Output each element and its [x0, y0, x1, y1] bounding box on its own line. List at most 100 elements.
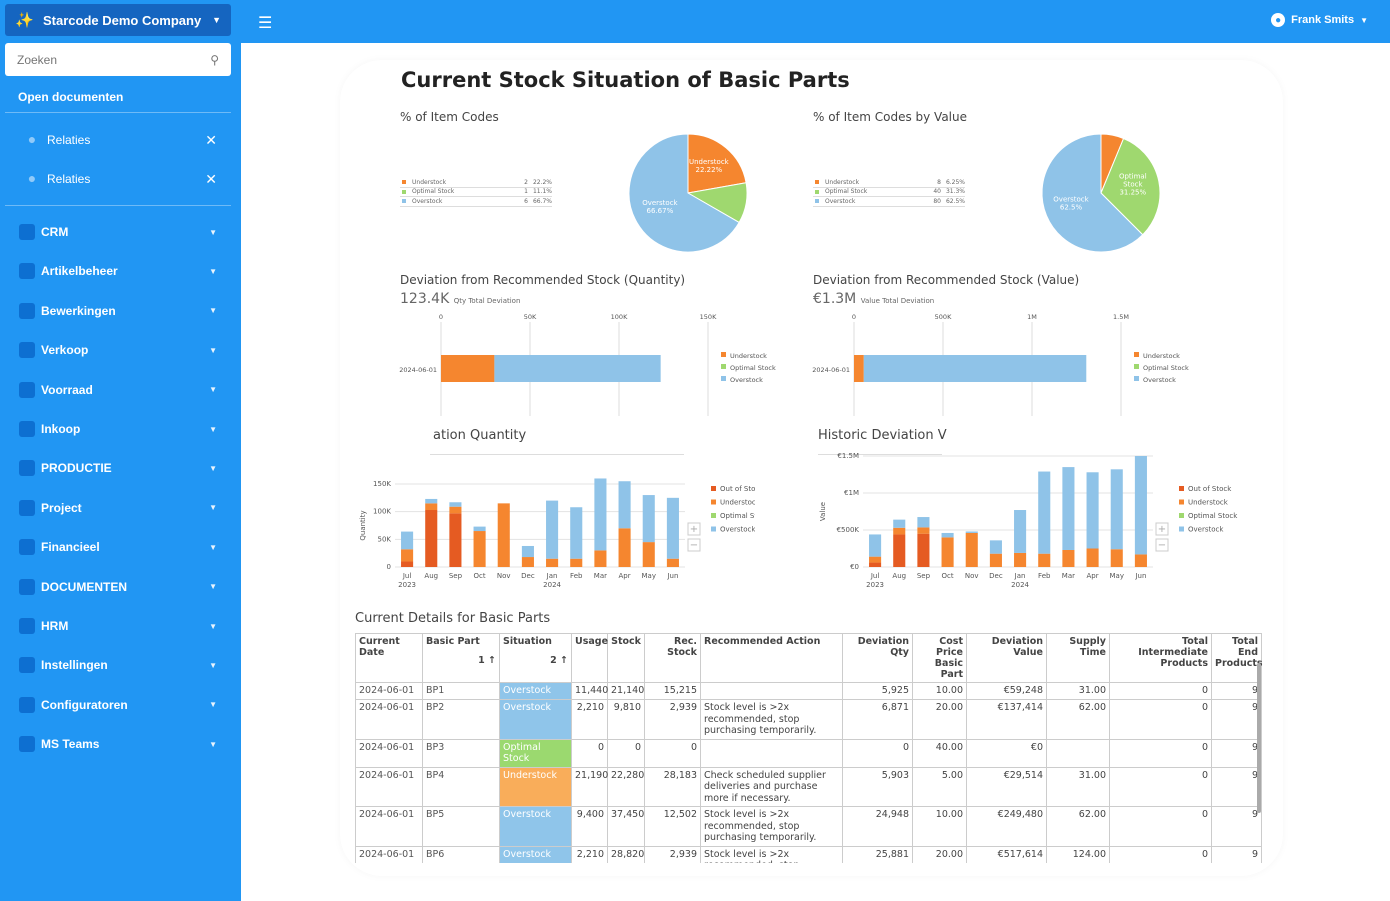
zoom-in-button[interactable]: [687, 522, 701, 536]
bar-out-of-stock[interactable]: [869, 562, 882, 567]
column-header[interactable]: Total Intermediate Products: [1109, 633, 1212, 683]
table-row[interactable]: 2024-06-01 BP5 Overstock 9,400 37,450 12,502 S…: [355, 806, 1262, 847]
bar-understock[interactable]: [473, 531, 486, 567]
bar-understock[interactable]: [965, 532, 978, 567]
bar-understock[interactable]: [1062, 549, 1075, 567]
open-doc-relaties-2[interactable]: ● Relaties ✕: [5, 161, 231, 197]
bar-understock[interactable]: [989, 553, 1002, 567]
bar-overstock[interactable]: [618, 481, 631, 529]
bar-overstock[interactable]: [869, 534, 882, 557]
bar-understock[interactable]: [594, 550, 607, 567]
nav-item-1[interactable]: Artikelbeheer ▼: [5, 254, 231, 288]
zoom-out-button[interactable]: [1155, 538, 1169, 552]
company-switcher[interactable]: ✨ Starcode Demo Company ▼: [5, 4, 231, 36]
bar-out-of-stock[interactable]: [917, 533, 930, 567]
bar-overstock[interactable]: [401, 531, 414, 550]
nav-item-5[interactable]: Inkoop ▼: [5, 412, 231, 446]
table-row[interactable]: 2024-06-01 BP4 Understock 21,190 22,280 28,18…: [355, 766, 1262, 807]
nav-item-12[interactable]: Configuratoren ▼: [5, 688, 231, 722]
column-header[interactable]: Usage: [571, 633, 608, 683]
bar-understock[interactable]: [1014, 552, 1027, 567]
bar-overstock[interactable]: [594, 478, 607, 551]
bar-overstock[interactable]: [1086, 472, 1099, 549]
column-header[interactable]: Supply Time: [1046, 633, 1110, 683]
nav-item-2[interactable]: Bewerkingen ▼: [5, 294, 231, 328]
bar-understock[interactable]: [917, 527, 930, 534]
pie-slice-overstock[interactable]: [628, 133, 740, 253]
nav-item-9[interactable]: DOCUMENTEN ▼: [5, 570, 231, 604]
column-header[interactable]: Deviation Qty: [842, 633, 913, 683]
bar-understock[interactable]: [441, 355, 495, 382]
bar-overstock[interactable]: [1038, 471, 1051, 554]
column-header[interactable]: Current Date: [355, 633, 423, 683]
column-header[interactable]: Recommended Action: [700, 633, 843, 683]
open-doc-relaties-1[interactable]: ● Relaties ✕: [5, 122, 231, 158]
bar-understock[interactable]: [666, 558, 679, 567]
bar-overstock[interactable]: [546, 500, 559, 559]
bar-overstock[interactable]: [425, 498, 438, 504]
column-header[interactable]: Deviation Value: [966, 633, 1047, 683]
bar-overstock[interactable]: [1110, 469, 1123, 550]
bar-overstock[interactable]: [1014, 510, 1027, 553]
bar-overstock[interactable]: [965, 531, 978, 533]
bar-understock[interactable]: [570, 558, 583, 567]
bar-understock[interactable]: [1134, 554, 1147, 567]
open-documents-link[interactable]: Open documenten: [18, 90, 124, 104]
bar-out-of-stock[interactable]: [425, 510, 438, 567]
bar-understock[interactable]: [941, 537, 954, 567]
bar-understock[interactable]: [854, 355, 864, 382]
column-header[interactable]: Situation 2 ↑: [499, 633, 572, 683]
user-menu[interactable]: ● Frank Smits ▼: [1271, 13, 1368, 27]
bar-understock[interactable]: [1086, 548, 1099, 568]
bar-out-of-stock[interactable]: [449, 513, 462, 567]
nav-item-11[interactable]: Instellingen ▼: [5, 648, 231, 682]
table-row[interactable]: 2024-06-01 BP1 Overstock 11,440 21,140 15,215…: [355, 682, 1262, 700]
pie-slice-understock[interactable]: [687, 133, 747, 194]
nav-item-13[interactable]: MS Teams ▼: [5, 727, 231, 761]
bar-overstock[interactable]: [863, 355, 1087, 382]
zoom-in-button[interactable]: [1155, 522, 1169, 536]
nav-item-0[interactable]: CRM ▼: [5, 215, 231, 249]
nav-item-10[interactable]: HRM ▼: [5, 609, 231, 643]
close-icon[interactable]: ✕: [205, 170, 217, 187]
table-row[interactable]: 2024-06-01 BP6 Overstock 2,210 28,820 2,939 St…: [355, 845, 1262, 863]
zoom-out-button[interactable]: [687, 538, 701, 552]
bar-out-of-stock[interactable]: [893, 534, 906, 567]
search-icon[interactable]: ⚲: [210, 52, 219, 67]
column-header[interactable]: Stock: [607, 633, 645, 683]
bar-understock[interactable]: [497, 503, 510, 567]
pie-slice-optimal-stock[interactable]: [1100, 137, 1161, 236]
bar-understock[interactable]: [521, 557, 534, 567]
bar-understock[interactable]: [893, 527, 906, 535]
bar-overstock[interactable]: [473, 526, 486, 532]
bar-overstock[interactable]: [893, 519, 906, 528]
table-row[interactable]: 2024-06-01 BP2 Overstock 2,210 9,810 2,939 Sto…: [355, 699, 1262, 740]
bar-understock[interactable]: [546, 558, 559, 567]
column-header[interactable]: Cost Price Basic Part: [912, 633, 967, 683]
column-header[interactable]: Basic Part 1 ↑: [422, 633, 500, 683]
bar-overstock[interactable]: [449, 502, 462, 507]
bar-understock[interactable]: [1038, 553, 1051, 567]
bar-overstock[interactable]: [642, 495, 655, 543]
bar-overstock[interactable]: [521, 545, 534, 558]
bar-understock[interactable]: [449, 506, 462, 514]
nav-item-8[interactable]: Financieel ▼: [5, 530, 231, 564]
nav-item-7[interactable]: Project ▼: [5, 491, 231, 525]
bar-understock[interactable]: [869, 556, 882, 563]
bar-overstock[interactable]: [917, 517, 930, 528]
bar-understock[interactable]: [618, 528, 631, 567]
bar-overstock[interactable]: [494, 355, 661, 382]
bar-overstock[interactable]: [941, 532, 954, 538]
bar-overstock[interactable]: [989, 540, 1002, 554]
bar-understock[interactable]: [1110, 549, 1123, 567]
table-row[interactable]: 2024-06-01 BP3 Optimal Stock 0 0 0 0 40.00 €0 0 9: [355, 738, 1262, 768]
bar-understock[interactable]: [401, 549, 414, 562]
column-header[interactable]: Total End Products: [1211, 633, 1263, 683]
close-icon[interactable]: ✕: [205, 131, 217, 148]
search-input[interactable]: [17, 52, 187, 67]
nav-item-3[interactable]: Verkoop ▼: [5, 333, 231, 367]
pie-slice-overstock[interactable]: [1041, 133, 1144, 253]
bar-overstock[interactable]: [570, 507, 583, 559]
bar-overstock[interactable]: [1062, 467, 1075, 550]
column-header[interactable]: Rec. Stock: [644, 633, 701, 683]
